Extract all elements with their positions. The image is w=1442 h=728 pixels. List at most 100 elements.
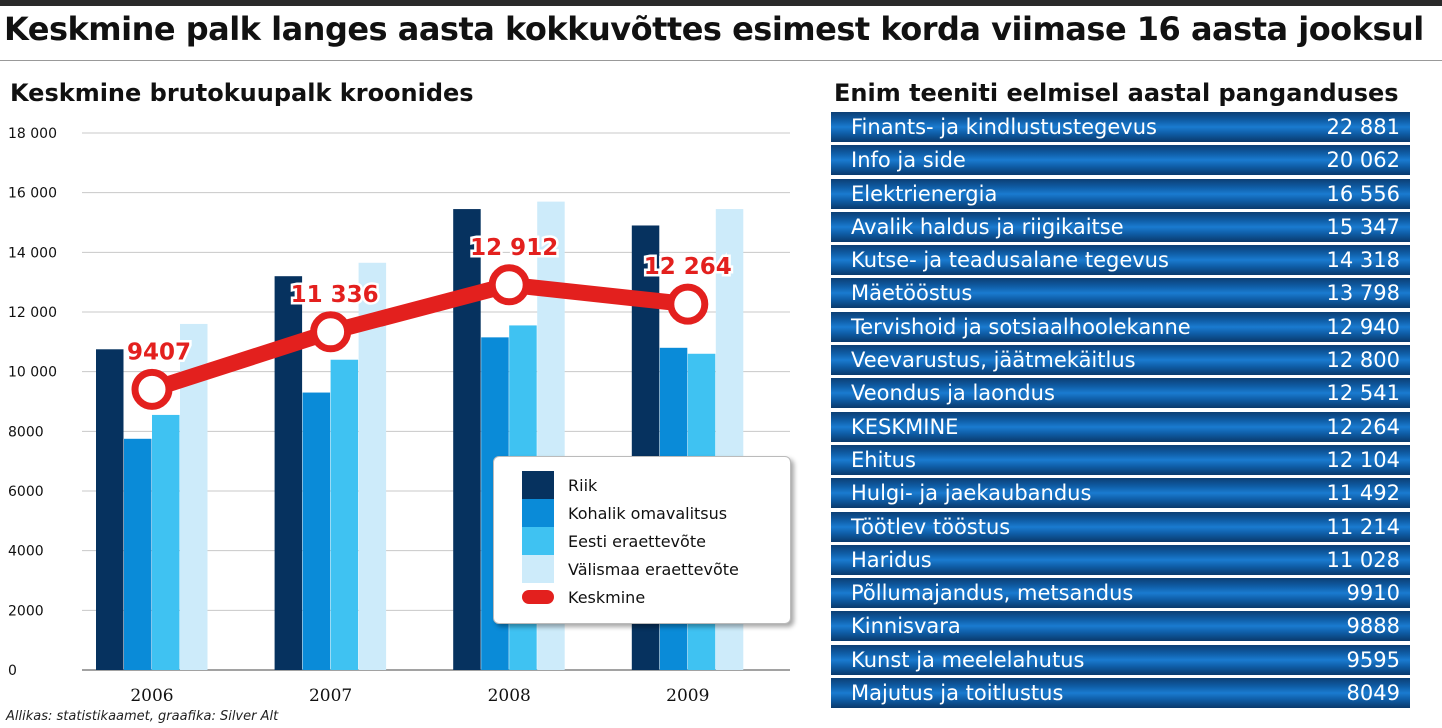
bar-riik <box>96 349 124 670</box>
ranking-row: Tervishoid ja sotsiaalhoolekanne 12 940 <box>831 311 1410 342</box>
x-tick-label: 2008 <box>488 686 531 706</box>
bar-riik <box>453 209 481 670</box>
ranking-value: 9910 <box>1346 581 1400 606</box>
ranking-label: KESKMINE <box>851 414 959 439</box>
ranking-row: Ehitus 12 104 <box>831 444 1410 475</box>
ranking-row: Veondus ja laondus 12 541 <box>831 378 1410 409</box>
ranking-label: Info ja side <box>851 148 966 173</box>
ranking-label: Hulgi- ja jaekaubandus <box>851 481 1092 506</box>
y-tick-label: 0 <box>8 663 17 679</box>
ranking-value: 12 264 <box>1326 414 1400 439</box>
chart-legend: Riik Kohalik omavalitsus Eesti eraettevõ… <box>493 456 791 624</box>
ranking-row: Finants- ja kindlustustegevus 22 881 <box>831 112 1410 142</box>
legend-item-keskmine: Keskmine <box>522 583 645 611</box>
ranking-label: Töötlev tööstus <box>851 514 1011 539</box>
y-tick-label: 8000 <box>8 424 44 440</box>
ranking-value: 13 798 <box>1326 281 1400 306</box>
ranking-row: Töötlev tööstus 11 214 <box>831 511 1410 542</box>
salary-ranking-table: Finants- ja kindlustustegevus 22 881 Info … <box>831 112 1410 711</box>
ranking-label: Kinnisvara <box>851 614 961 639</box>
bar-chart-title: Keskmine brutokuupalk kroonides <box>10 79 474 107</box>
y-tick-label: 4000 <box>8 544 44 560</box>
ranking-label: Kutse- ja teadusalane tegevus <box>851 248 1169 273</box>
legend-label-keskmine: Keskmine <box>568 587 646 607</box>
average-point <box>667 283 709 325</box>
ranking-label: Mäetööstus <box>851 281 973 306</box>
ranking-row: KESKMINE 12 264 <box>831 411 1410 442</box>
ranking-value: 22 881 <box>1326 115 1400 139</box>
ranking-value: 20 062 <box>1326 148 1400 173</box>
ranking-row: Haridus 11 028 <box>831 544 1410 575</box>
ranking-label: Kunst ja meelelahutus <box>851 647 1085 672</box>
ranking-label: Finants- ja kindlustustegevus <box>851 115 1157 139</box>
average-label: 12 912 <box>470 235 558 261</box>
bar-kohalik <box>124 438 152 670</box>
ranking-label: Veevarustus, jäätmekäitlus <box>851 348 1136 373</box>
legend-item-valismaa: Välismaa eraettevõte <box>522 555 739 583</box>
ranking-value: 15 347 <box>1326 214 1400 239</box>
y-tick-label: 6000 <box>8 484 44 500</box>
average-label: 12 264 <box>644 254 732 280</box>
legend-item-riik: Riik <box>522 471 597 499</box>
ranking-value: 9595 <box>1346 647 1400 672</box>
ranking-title: Enim teeniti eelmisel aastal panganduses <box>834 79 1399 107</box>
ranking-value: 12 800 <box>1326 348 1400 373</box>
ranking-value: 12 541 <box>1326 381 1400 406</box>
y-tick-label: 2000 <box>8 603 44 619</box>
bar-kohalik <box>302 392 331 670</box>
ranking-label: Majutus ja toitlustus <box>851 681 1064 706</box>
ranking-row: Info ja side 20 062 <box>831 145 1410 176</box>
ranking-row: Majutus ja toitlustus 8049 <box>831 678 1410 709</box>
ranking-label: Elektrienergia <box>851 181 998 206</box>
legend-item-eesti: Eesti eraettevõte <box>522 527 706 555</box>
ranking-row: Mäetööstus 13 798 <box>831 278 1410 309</box>
top-border <box>0 0 1442 6</box>
ranking-row: Elektrienergia 16 556 <box>831 178 1410 209</box>
bar-eesti <box>330 359 359 670</box>
x-tick-label: 2009 <box>666 686 709 706</box>
page-title: Keskmine palk langes aasta kokkuvõttes e… <box>4 10 1424 48</box>
legend-label-kohalik: Kohalik omavalitsus <box>568 503 728 523</box>
ranking-label: Põllumajandus, metsandus <box>851 581 1134 606</box>
ranking-label: Veondus ja laondus <box>851 381 1055 406</box>
title-divider <box>0 60 1442 61</box>
ranking-value: 14 318 <box>1326 248 1400 273</box>
ranking-row: Hulgi- ja jaekaubandus 11 492 <box>831 478 1410 509</box>
ranking-value: 12 940 <box>1326 314 1400 339</box>
average-point <box>131 368 173 410</box>
ranking-label: Avalik haldus ja riigikaitse <box>851 214 1124 239</box>
ranking-value: 12 104 <box>1326 447 1400 472</box>
legend-swatch-valismaa <box>522 555 554 583</box>
average-point <box>310 311 352 353</box>
legend-swatch-kohalik <box>522 499 554 527</box>
average-line <box>144 276 696 398</box>
legend-label-valismaa: Välismaa eraettevõte <box>568 559 739 579</box>
legend-swatch-eesti <box>522 527 554 555</box>
ranking-value: 9888 <box>1346 614 1400 639</box>
legend-label-eesti: Eesti eraettevõte <box>568 531 706 551</box>
legend-item-kohalik: Kohalik omavalitsus <box>522 499 727 527</box>
y-tick-label: 12 000 <box>8 305 57 321</box>
ranking-value: 8049 <box>1346 681 1400 706</box>
legend-swatch-keskmine <box>522 590 554 604</box>
legend-swatch-riik <box>522 471 554 499</box>
bar-eesti <box>152 414 180 670</box>
average-point <box>488 264 530 306</box>
legend-label-riik: Riik <box>568 475 598 495</box>
average-label: 11 336 <box>291 282 379 308</box>
ranking-label: Ehitus <box>851 447 916 472</box>
y-tick-label: 14 000 <box>8 245 57 261</box>
ranking-value: 16 556 <box>1326 181 1400 206</box>
y-tick-label: 18 000 <box>8 126 57 142</box>
average-label: 9407 <box>127 339 191 365</box>
ranking-row: Kunst ja meelelahutus 9595 <box>831 644 1410 675</box>
x-tick-label: 2006 <box>130 686 173 706</box>
ranking-row: Kinnisvara 9888 <box>831 611 1410 642</box>
ranking-row: Kutse- ja teadusalane tegevus 14 318 <box>831 245 1410 276</box>
ranking-row: Avalik haldus ja riigikaitse 15 347 <box>831 211 1410 242</box>
ranking-row: Põllumajandus, metsandus 9910 <box>831 578 1410 609</box>
y-tick-label: 10 000 <box>8 365 57 381</box>
ranking-value: 11 492 <box>1326 481 1400 506</box>
ranking-row: Veevarustus, jäätmekäitlus 12 800 <box>831 345 1410 376</box>
ranking-label: Haridus <box>851 547 932 572</box>
